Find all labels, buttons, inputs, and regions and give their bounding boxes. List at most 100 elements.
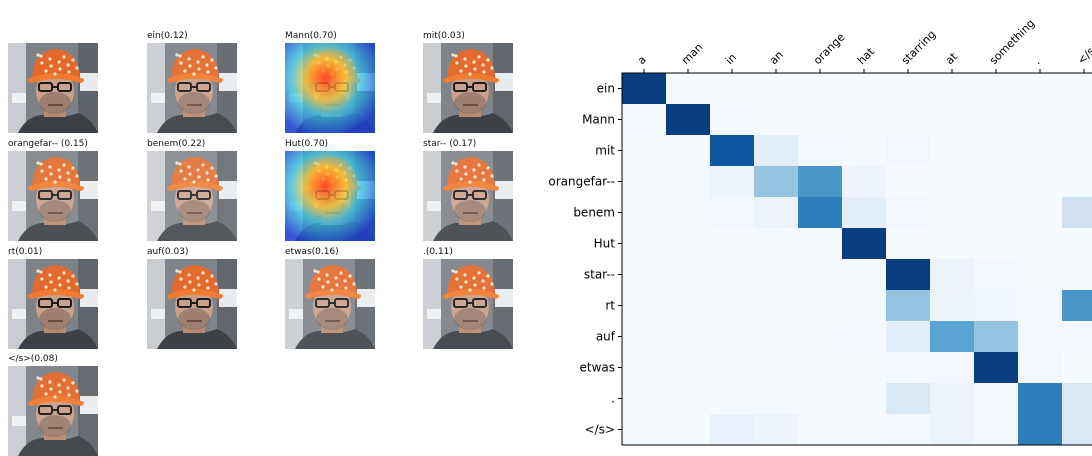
x-tick-label: hat xyxy=(855,45,877,67)
heatmap-cell xyxy=(974,414,1019,446)
x-tick-label: </s> xyxy=(1075,38,1092,67)
heatmap-cell xyxy=(974,197,1019,229)
portrait-image xyxy=(285,43,375,133)
y-tick-label: ein xyxy=(597,82,615,96)
attention-thumbnail xyxy=(285,43,375,133)
heatmap-cell xyxy=(974,104,1019,136)
portrait-image xyxy=(423,43,513,133)
heatmap-cell xyxy=(930,135,975,167)
thumbnail-caption: Hut(0.70) xyxy=(285,139,330,150)
heatmap-cell xyxy=(1062,414,1092,446)
heatmap-cell xyxy=(974,383,1019,415)
heatmap-cell xyxy=(666,352,711,384)
heatmap-cell xyxy=(754,73,799,105)
heatmap-cell xyxy=(798,383,843,415)
heatmap-cell xyxy=(1018,104,1063,136)
attention-thumbnail xyxy=(147,151,237,241)
thumbnail-caption: benem(0.22) xyxy=(147,139,207,150)
portrait-image xyxy=(8,43,98,133)
y-tick-label: Hut xyxy=(594,237,616,251)
heatmap-cell xyxy=(710,73,755,105)
heatmap-cell xyxy=(622,228,667,260)
heatmap-cell xyxy=(886,259,931,291)
attention-thumbnail xyxy=(8,366,98,456)
heatmap-cell xyxy=(930,290,975,322)
heatmap-cell xyxy=(622,73,667,105)
heatmap-cell xyxy=(710,352,755,384)
thumbnail-caption: star-- (0.17) xyxy=(423,139,478,150)
thumbnail-caption: Mann(0.70) xyxy=(285,31,338,42)
portrait-image xyxy=(423,259,513,349)
heatmap-cell xyxy=(754,290,799,322)
attention-thumbnail xyxy=(8,151,98,241)
x-tick-label: in xyxy=(723,51,739,67)
heatmap-cell xyxy=(842,259,887,291)
heatmap-cell xyxy=(842,197,887,229)
heatmap-cell xyxy=(1062,352,1092,384)
heatmap-cells xyxy=(622,73,1092,446)
heatmap-cell xyxy=(1018,166,1063,198)
heatmap-cell xyxy=(886,352,931,384)
heatmap-cell xyxy=(842,73,887,105)
heatmap-cell xyxy=(710,135,755,167)
heatmap-cell xyxy=(886,414,931,446)
x-tick-label: a xyxy=(635,53,649,67)
portrait-image xyxy=(8,151,98,241)
portrait-image xyxy=(285,259,375,349)
heatmap-cell xyxy=(798,197,843,229)
attention-thumbnail xyxy=(285,151,375,241)
heatmap-cell xyxy=(974,321,1019,353)
heatmap-cell xyxy=(798,259,843,291)
thumbnail-caption: .(0.11) xyxy=(423,247,454,258)
y-tick-label: benem xyxy=(573,206,615,220)
heatmap-cell xyxy=(1062,321,1092,353)
x-tick-label: an xyxy=(767,48,786,67)
x-tick-label: man xyxy=(679,41,705,67)
heatmap-cell xyxy=(842,166,887,198)
heatmap-cell xyxy=(754,166,799,198)
heatmap-cell xyxy=(930,414,975,446)
heatmap-cell xyxy=(930,259,975,291)
heatmap-cell xyxy=(622,383,667,415)
heatmap-cell xyxy=(886,73,931,105)
heatmap-cell xyxy=(622,352,667,384)
heatmap-cell xyxy=(710,414,755,446)
heatmap-cell xyxy=(798,414,843,446)
attention-thumbnail xyxy=(423,151,513,241)
heatmap-cell xyxy=(974,259,1019,291)
heatmap-cell xyxy=(974,135,1019,167)
y-tick-label: auf xyxy=(596,330,616,344)
y-tick-label: star-- xyxy=(584,268,615,282)
heatmap-cell xyxy=(1062,228,1092,260)
portrait-image xyxy=(147,151,237,241)
heatmap-cell xyxy=(930,352,975,384)
heatmap-cell xyxy=(842,352,887,384)
thumbnail-caption: rt(0.01) xyxy=(8,247,44,258)
heatmap-cell xyxy=(710,321,755,353)
heatmap-cell xyxy=(886,321,931,353)
portrait-image xyxy=(147,259,237,349)
heatmap-cell xyxy=(1062,383,1092,415)
heatmap-cell xyxy=(754,414,799,446)
attention-thumbnail xyxy=(423,259,513,349)
heatmap-cell xyxy=(974,73,1019,105)
portrait-image xyxy=(423,151,513,241)
heatmap-cell xyxy=(754,135,799,167)
x-tick-label: at xyxy=(943,50,960,67)
y-tick-label: etwas xyxy=(579,361,615,375)
heatmap-cell xyxy=(666,166,711,198)
heatmap-cell xyxy=(930,166,975,198)
portrait-image xyxy=(285,151,375,241)
y-tick-label: orangefar-- xyxy=(548,175,615,189)
heatmap-cell xyxy=(886,104,931,136)
thumbnail-caption: etwas(0.16) xyxy=(285,247,340,258)
heatmap-cell xyxy=(798,166,843,198)
heatmap-cell xyxy=(754,383,799,415)
heatmap-cell xyxy=(710,290,755,322)
heatmap-cell xyxy=(842,104,887,136)
y-tick-label: Mann xyxy=(582,113,615,127)
heatmap-cell xyxy=(666,290,711,322)
heatmap-cell xyxy=(666,228,711,260)
y-tick-label: rt xyxy=(605,299,615,313)
heatmap-cell xyxy=(1062,197,1092,229)
